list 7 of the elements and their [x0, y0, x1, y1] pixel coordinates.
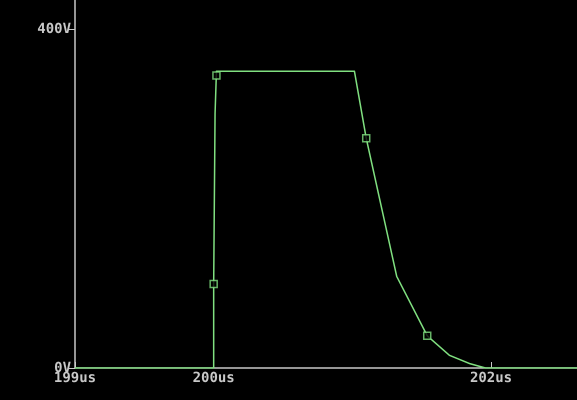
point	[212, 71, 221, 80]
x-tick-label: 200us	[192, 370, 235, 386]
point	[362, 134, 370, 142]
point	[422, 332, 432, 340]
x-tick-label: 202us	[470, 370, 512, 386]
y-tick-label: 400V	[37, 20, 72, 37]
point	[209, 280, 218, 288]
